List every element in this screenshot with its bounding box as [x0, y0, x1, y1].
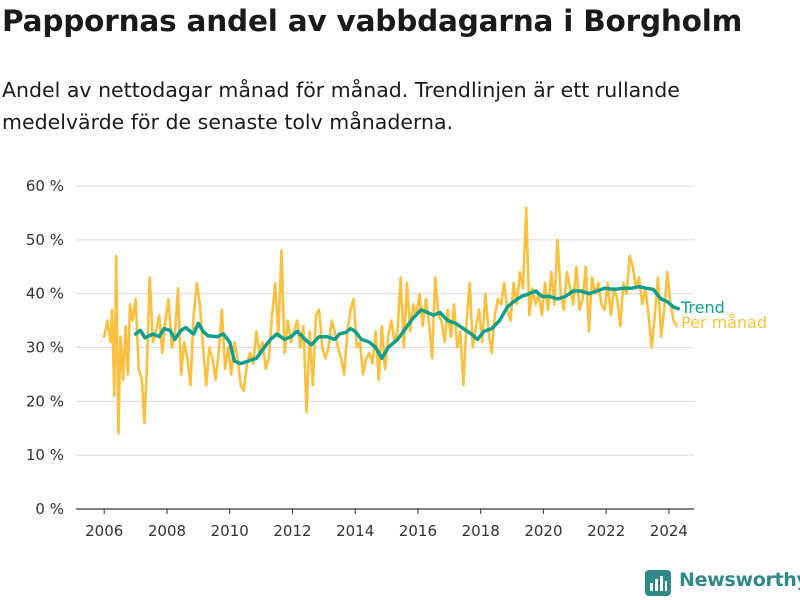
series-line-per-manad: [102, 206, 678, 435]
x-axis: 2006 2008 2010 2012 2014 2016 2018 2020 2022 2024: [76, 508, 694, 540]
x-tick-label: 2016: [399, 522, 437, 540]
x-tick-label: 2022: [587, 522, 625, 540]
x-tick-label: 2014: [336, 522, 374, 540]
y-tick-label: 40 %: [26, 285, 64, 303]
x-tick-label: 2006: [85, 522, 123, 540]
x-tick-label: 2008: [148, 522, 186, 540]
series-lines: [102, 206, 681, 435]
x-tick-label: 2020: [524, 522, 562, 540]
y-axis-tick-labels: 0 % 10 % 20 % 30 % 40 % 50 % 60 %: [26, 177, 64, 518]
y-tick-label: 20 %: [26, 392, 64, 410]
grid-lines: [76, 185, 694, 510]
y-tick-label: 50 %: [26, 231, 64, 249]
x-tick-label: 2024: [650, 522, 688, 540]
y-tick-label: 30 %: [26, 339, 64, 357]
x-tick-label: 2012: [273, 522, 311, 540]
series-line-trend: [133, 284, 681, 366]
x-tick-label: 2018: [462, 522, 500, 540]
series-label-per-manad: Per månad: [681, 313, 767, 332]
line-chart: 0 % 10 % 20 % 30 % 40 % 50 % 60 % 2006 2008 2010…: [26, 177, 767, 540]
y-tick-label: 10 %: [26, 446, 64, 464]
page-subtitle: Andel av nettodagar månad för månad. Tre…: [2, 78, 680, 134]
bar-chart-logo-icon: [645, 570, 671, 596]
page-title: Pappornas andel av vabbdagarna i Borghol…: [2, 4, 743, 38]
x-tick-label: 2010: [211, 522, 249, 540]
series-label-trend: Trend: [680, 298, 725, 317]
brand-name: Newsworthy: [679, 569, 800, 591]
y-tick-label: 60 %: [26, 177, 64, 195]
y-tick-label: 0 %: [35, 500, 64, 518]
